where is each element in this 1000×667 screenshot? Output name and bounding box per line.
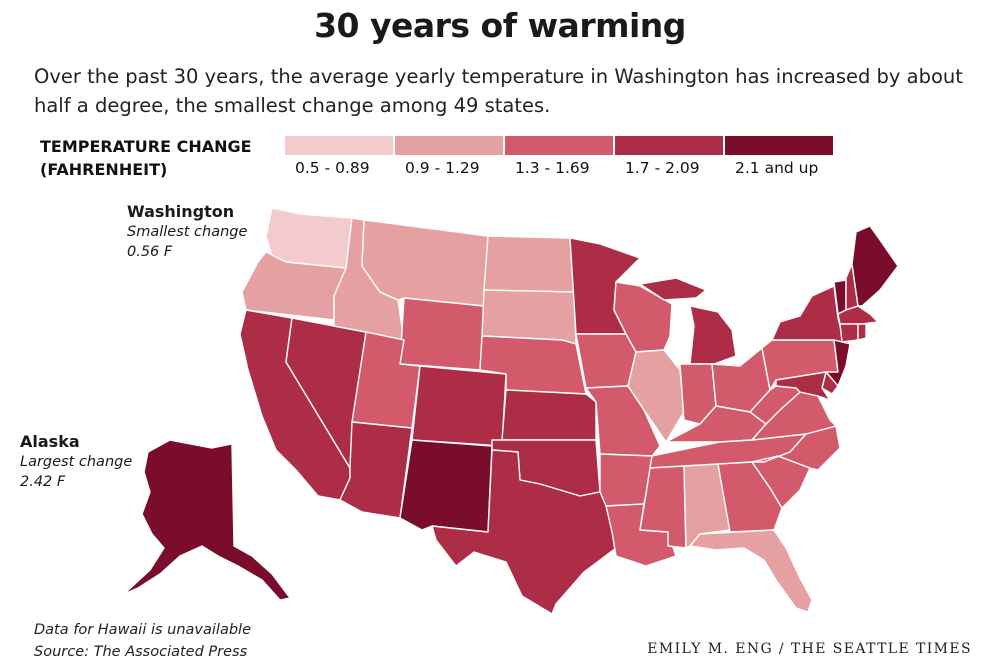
callout-description: Largest change [20,454,133,470]
state-ct [839,323,859,343]
state-ks [501,389,597,441]
hawaii-note: Data for Hawaii is unavailable [34,622,251,638]
state-sd [481,289,577,345]
legend-title-line1: TEMPERATURE CHANGE [40,137,252,156]
legend-item: 0.9 - 1.29 [395,136,503,177]
state-il [627,349,685,443]
chart-subtitle: Over the past 30 years, the average year… [34,65,963,117]
state-nc [751,425,841,471]
callout-value: 2.42 F [20,474,66,490]
legend-label: 0.5 - 0.89 [295,159,370,177]
callout-state-name: Alaska [20,432,80,451]
legend-item: 1.3 - 1.69 [505,136,613,177]
legend-swatch [505,136,613,155]
legend-swatch [395,136,503,155]
state-co [411,365,507,447]
legend-title-line2: (FAHRENHEIT) [40,160,168,179]
washington-callout: Washington Smallest change 0.56 F [127,202,247,262]
legend-title: TEMPERATURE CHANGE (FAHRENHEIT) [40,135,285,181]
callout-state-name: Washington [127,202,235,221]
callout-value: 0.56 F [127,244,173,260]
callout-description: Smallest change [127,224,248,240]
byline-credit: EMILY M. ENG / THE SEATTLE TIMES [647,641,972,657]
state-ia [575,333,637,389]
legend-swatch [615,136,723,155]
state-me [851,225,899,307]
legend-item: 1.7 - 2.09 [615,136,723,177]
state-az [339,421,413,519]
legend-label: 0.9 - 1.29 [405,159,480,177]
state-nd [483,235,575,293]
color-legend: 0.5 - 0.89 0.9 - 1.29 1.3 - 1.69 1.7 - 2… [285,136,835,186]
state-tx [431,449,617,615]
legend-label: 1.7 - 2.09 [625,159,700,177]
legend-label: 1.3 - 1.69 [515,159,590,177]
source-note: Source: The Associated Press [34,644,248,660]
state-wy [399,297,485,371]
state-md [775,371,831,401]
chart-title: 30 years of warming [314,6,686,45]
state-nm [399,439,493,533]
state-ri [857,323,867,341]
legend-item: 2.1 and up [725,136,833,177]
state-fl [689,529,813,613]
legend-label: 2.1 and up [735,159,819,177]
legend-swatch [725,136,833,155]
state-mi [639,277,737,365]
alaska-callout: Alaska Largest change 2.42 F [20,432,132,492]
state-mt [361,219,489,307]
state-ak [123,439,291,601]
state-ar [599,453,653,507]
legend-item: 0.5 - 0.89 [285,136,393,177]
legend-swatch [285,136,393,155]
